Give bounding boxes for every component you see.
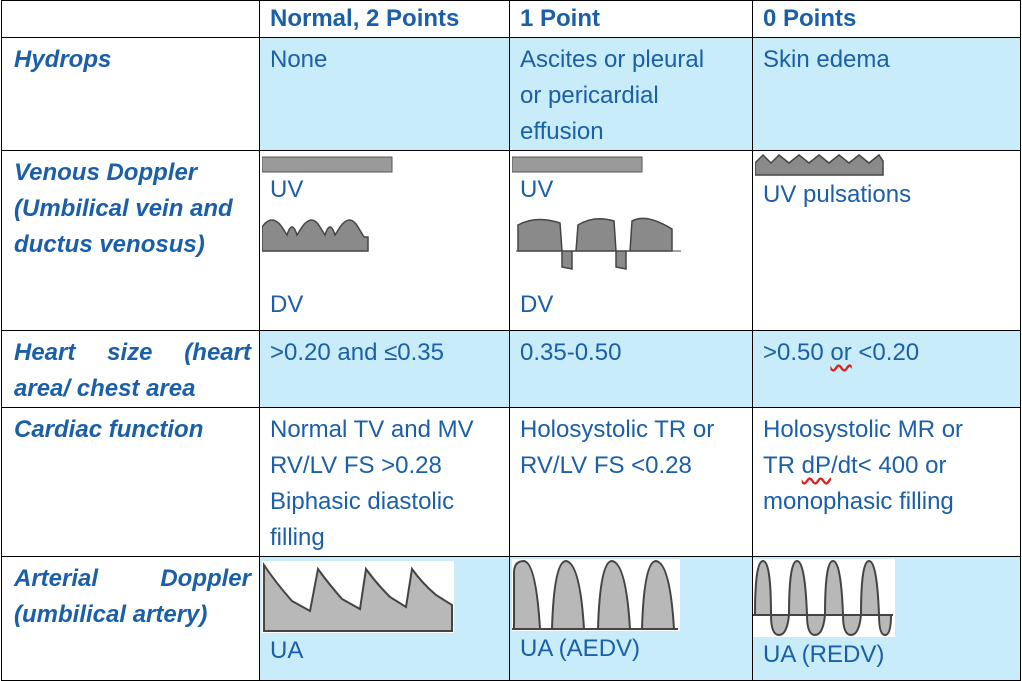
uv-flat-waveform-icon: [262, 156, 393, 173]
cell-line: RV/LV FS >0.28: [270, 452, 442, 479]
row-label-arterial-doppler: Arterial Doppler (umbilical artery): [1, 556, 260, 681]
cell-line: Normal TV and MV: [270, 416, 474, 443]
cell-line: Ascites or pleural: [520, 46, 705, 73]
cell-line: Biphasic diastolic: [270, 488, 455, 515]
row-label-heart-size: Heart size (heart area/ chest area: [1, 330, 260, 408]
label-line: (umbilical artery): [14, 601, 208, 628]
row-label-venous-doppler: Venous Doppler (Umbilical vein and ductu…: [1, 150, 260, 331]
cell-text: TR: [763, 452, 802, 479]
uv-pulsations-label: UV pulsations: [763, 181, 912, 208]
dv-label: DV: [520, 291, 554, 318]
uv-label: UV: [520, 176, 554, 203]
cell-heart-1: 0.35-0.50: [509, 330, 753, 408]
cell-text: /dt< 400 or: [831, 452, 947, 479]
cell-line: RV/LV FS <0.28: [520, 452, 692, 479]
cell-line: Holosystolic MR or: [763, 416, 964, 443]
cell-heart-2: >0.20 and ≤0.35: [259, 330, 510, 408]
ua-aedv-waveform-icon: [512, 559, 680, 631]
label-line: Venous Doppler: [14, 159, 198, 186]
cell-arterial-2: UA: [259, 556, 510, 681]
ua-aedv-label: UA (AEDV): [520, 635, 641, 662]
cell-hydrops-1: Ascites or pleural or pericardial effusi…: [509, 37, 753, 151]
cell-hydrops-0: Skin edema: [752, 37, 1021, 151]
uv-flat-waveform-icon: [512, 156, 643, 173]
cell-line: effusion: [520, 118, 604, 145]
uv-pulsation-waveform-icon: [755, 153, 884, 176]
cell-text: <0.20: [851, 339, 920, 366]
ua-redv-waveform-icon: [753, 559, 895, 637]
header-empty: [1, 0, 260, 38]
row-label-cardiac-function: Cardiac function: [1, 407, 260, 557]
cell-arterial-1: UA (AEDV): [509, 556, 753, 681]
row-heart-size: Heart size (heart area/ chest area >0.20…: [1, 330, 1021, 408]
label-line: Heart size (heart: [14, 339, 251, 366]
cell-line: TR dP/dt< 400 or: [763, 448, 1012, 484]
spell-marked-word: dP: [801, 452, 832, 479]
cell-line: Holosystolic TR or: [520, 416, 715, 443]
cell-hydrops-2: None: [259, 37, 510, 151]
cell-heart-0: >0.50 or <0.20: [752, 330, 1021, 408]
dv-waveform-icon: [262, 219, 369, 252]
cell-cardiac-0: Holosystolic MR or TR dP/dt< 400 or mono…: [752, 407, 1021, 557]
ua-label: UA: [270, 637, 304, 664]
spell-marked-word: or: [830, 339, 852, 366]
label-line: area/ chest area: [14, 375, 196, 402]
dv-label: DV: [270, 291, 304, 318]
uv-label: UV: [270, 176, 304, 203]
cell-cardiac-2: Normal TV and MV RV/LV FS >0.28 Biphasic…: [259, 407, 510, 557]
header-row: Normal, 2 Points 1 Point 0 Points: [1, 0, 1021, 38]
row-hydrops: Hydrops None Ascites or pleural or peric…: [1, 37, 1021, 151]
row-venous-doppler: Venous Doppler (Umbilical vein and ductu…: [1, 150, 1021, 331]
cell-line: monophasic filling: [763, 488, 954, 515]
cell-cardiac-1: Holosystolic TR or RV/LV FS <0.28: [509, 407, 753, 557]
ua-redv-label: UA (REDV): [763, 641, 885, 668]
header-0-points: 0 Points: [752, 0, 1021, 38]
cell-venous-2: UV DV: [259, 150, 510, 331]
ua-normal-waveform-icon: [262, 561, 454, 633]
label-line: ductus venosus): [14, 231, 205, 258]
row-cardiac-function: Cardiac function Normal TV and MV RV/LV …: [1, 407, 1021, 557]
cell-arterial-0: UA (REDV): [752, 556, 1021, 681]
label-line: (Umbilical vein and: [14, 195, 233, 222]
row-arterial-doppler: Arterial Doppler (umbilical artery) UA U…: [1, 556, 1021, 681]
header-1-point: 1 Point: [509, 0, 753, 38]
cell-venous-0: UV pulsations: [752, 150, 1021, 331]
cell-line: or pericardial: [520, 82, 659, 109]
cell-venous-1: UV DV: [509, 150, 753, 331]
header-normal-2-points: Normal, 2 Points: [259, 0, 510, 38]
dv-reversed-a-wave-icon: [516, 217, 681, 270]
label-line: Arterial Doppler: [14, 565, 251, 592]
cell-line: filling: [270, 524, 325, 551]
row-label-hydrops: Hydrops: [1, 37, 260, 151]
cell-text: >0.50: [763, 339, 831, 366]
